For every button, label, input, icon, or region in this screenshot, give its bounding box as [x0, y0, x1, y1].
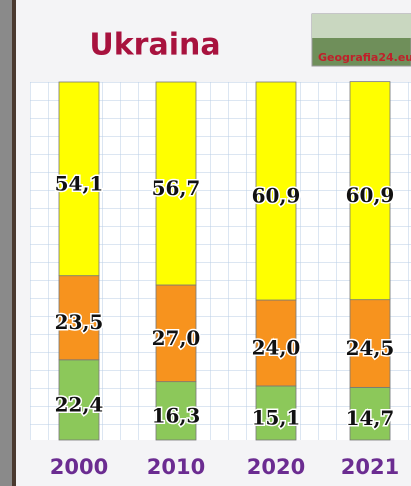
x-tick-label: 2000	[50, 455, 108, 479]
value-label: 54,1	[55, 171, 104, 195]
logo: Geografia24.eu	[312, 14, 411, 66]
value-label: 15,1	[252, 405, 301, 429]
value-label: 16,3	[152, 403, 201, 427]
value-label: 22,4	[55, 392, 104, 416]
chart-title: Ukraina	[89, 28, 220, 63]
value-label: 23,5	[55, 310, 104, 334]
value-label: 56,7	[152, 176, 201, 200]
value-label: 60,9	[252, 184, 301, 208]
value-label: 14,7	[346, 406, 395, 430]
value-label: 24,5	[346, 336, 395, 360]
x-tick-label: 2020	[247, 455, 305, 479]
value-label: 24,0	[252, 335, 301, 359]
value-label: 60,9	[346, 183, 395, 207]
x-tick-label: 2010	[147, 455, 205, 479]
chart: Ukraina Geografia24.eu 22,4 23,5 54,1 2000 1…	[0, 0, 411, 486]
side-panel	[0, 0, 12, 486]
logo-text: Geografia24.eu	[318, 51, 411, 64]
x-tick-label: 2021	[341, 455, 399, 479]
value-label: 27,0	[152, 326, 201, 350]
logo-sky	[312, 14, 411, 38]
